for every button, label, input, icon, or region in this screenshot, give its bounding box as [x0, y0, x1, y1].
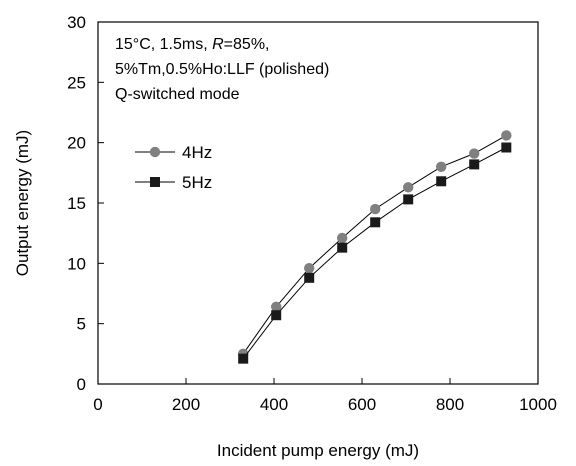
data-point	[403, 194, 414, 205]
x-tick-label: 800	[436, 395, 464, 414]
data-point	[271, 301, 282, 312]
data-point	[436, 161, 447, 172]
annotation-line: 15°C, 1.5ms, R=85%,	[115, 36, 269, 53]
series-5Hz	[238, 142, 512, 364]
annotation-block: 15°C, 1.5ms, R=85%, 5%Tm,0.5%Ho:LLF (poli…	[115, 36, 329, 103]
y-tick-label: 5	[77, 315, 86, 334]
annotation-text: 5%Tm,0.5%Ho:LLF (polished)	[115, 61, 329, 78]
annotation-text: =85%,	[224, 36, 270, 53]
x-tick-label: 1000	[519, 395, 557, 414]
data-point	[238, 353, 249, 364]
legend-label: 4Hz	[182, 143, 212, 162]
x-axis-label: Incident pump energy (mJ)	[217, 441, 419, 460]
y-axis-label: Output energy (mJ)	[13, 130, 32, 276]
legend-marker	[150, 177, 160, 187]
series-4Hz	[238, 130, 512, 360]
data-point	[337, 232, 348, 244]
data-point	[469, 159, 480, 170]
annotation-text: Q-switched mode	[115, 86, 240, 103]
series-line	[242, 147, 507, 360]
annotation-line: Q-switched mode	[115, 86, 240, 103]
y-tick-label: 10	[67, 254, 86, 273]
data-point	[370, 217, 381, 228]
y-tick-label: 15	[67, 194, 86, 213]
series-layer	[238, 130, 512, 364]
legend-label: 5Hz	[182, 173, 212, 192]
x-tick-label: 200	[172, 395, 200, 414]
data-point	[436, 176, 447, 187]
annotation-text: 15°C, 1.5ms,	[115, 36, 212, 53]
y-tick-label: 30	[67, 13, 86, 32]
legend-marker	[149, 146, 161, 158]
y-tick-label: 0	[77, 375, 86, 394]
legend-item-4Hz: 4Hz	[135, 143, 212, 162]
data-point	[304, 262, 315, 274]
data-point	[370, 203, 381, 215]
y-tick-label: 25	[67, 73, 86, 92]
x-tick-label: 0	[93, 395, 102, 414]
legend: 4Hz 5Hz	[135, 143, 212, 192]
data-point	[304, 272, 315, 283]
axis-ticks: 0 200 400 600 800 1000 0 5 10 15 20 25 30	[67, 13, 557, 414]
data-point	[469, 148, 480, 159]
annotation-line: 5%Tm,0.5%Ho:LLF (polished)	[115, 61, 329, 78]
annotation-text: R	[212, 36, 224, 53]
data-point	[337, 242, 348, 253]
y-tick-label: 20	[67, 134, 86, 153]
data-point	[271, 310, 282, 321]
x-tick-label: 600	[348, 395, 376, 414]
data-point	[403, 182, 414, 193]
data-point	[501, 142, 512, 153]
legend-item-5Hz: 5Hz	[135, 173, 212, 192]
x-tick-label: 400	[260, 395, 288, 414]
data-point	[501, 130, 512, 141]
